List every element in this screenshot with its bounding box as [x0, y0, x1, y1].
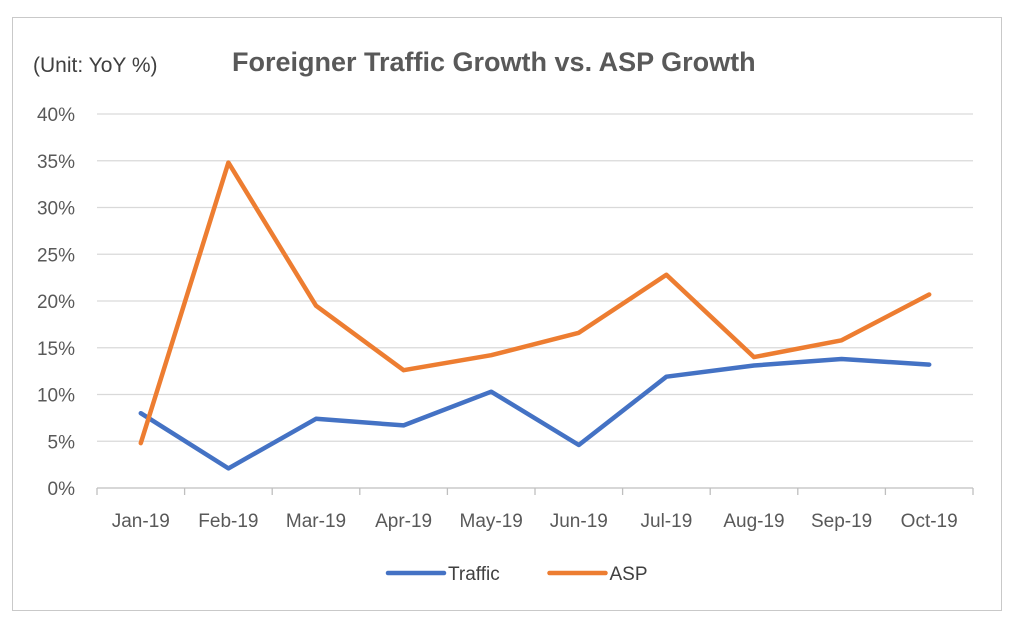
y-tick-label: 0% [48, 479, 76, 500]
x-tick-label: Sep-19 [811, 511, 872, 532]
y-tick-label: 10% [37, 386, 75, 407]
x-tick-label: Jul-19 [641, 511, 693, 532]
chart: (Unit: YoY %) Foreigner Traffic Growth v… [33, 47, 974, 585]
x-tick-label: Mar-19 [286, 511, 346, 532]
y-tick-label: 25% [37, 245, 75, 266]
y-tick-label: 20% [37, 292, 75, 313]
x-tick-label: Jun-19 [550, 511, 608, 532]
x-tick-label: Jan-19 [112, 511, 170, 532]
chart-frame: (Unit: YoY %) Foreigner Traffic Growth v… [12, 17, 1002, 611]
legend: Traffic ASP [385, 564, 648, 585]
chart-title: Foreigner Traffic Growth vs. ASP Growth [232, 47, 756, 77]
y-tick-label: 40% [37, 105, 75, 126]
y-tick-label: 30% [37, 199, 75, 220]
x-axis: Jan-19 Feb-19 Mar-19 Apr-19 May-19 Jun-19 Jul-… [96, 487, 974, 532]
y-tick-label: 35% [37, 152, 75, 173]
series-line-asp [138, 160, 932, 446]
x-tick-label: May-19 [460, 511, 523, 532]
y-tick-label: 5% [48, 432, 76, 453]
gridlines [97, 113, 973, 442]
legend-label-asp: ASP [610, 564, 648, 585]
y-axis-ticks: 0% 5% 10% 15% 20% 25% 30% 35% 40% [37, 105, 75, 500]
x-tick-label: Feb-19 [198, 511, 258, 532]
unit-label: (Unit: YoY %) [33, 54, 158, 77]
x-tick-label: Aug-19 [723, 511, 784, 532]
y-tick-label: 15% [37, 339, 75, 360]
series-line-traffic [138, 356, 932, 471]
x-tick-label: Apr-19 [375, 511, 432, 532]
legend-label-traffic: Traffic [448, 564, 500, 585]
series-lines [138, 160, 932, 471]
x-tick-label: Oct-19 [901, 511, 958, 532]
